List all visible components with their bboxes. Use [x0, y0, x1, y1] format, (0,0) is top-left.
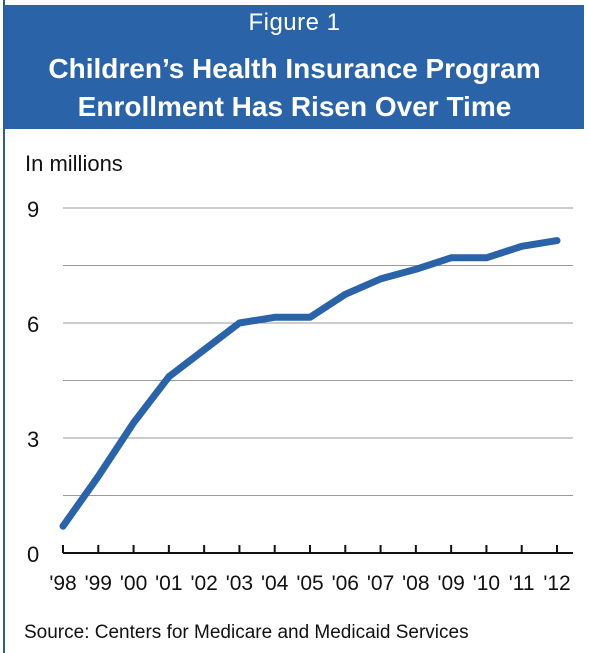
x-tick-label: '11: [509, 572, 535, 595]
left-border: [3, 0, 5, 653]
x-tick-label: '09: [437, 572, 464, 595]
x-tick-label: '01: [155, 572, 182, 595]
y-tick-label: 6: [27, 312, 39, 337]
figure-label: Figure 1: [248, 9, 341, 36]
source-note: Source: Centers for Medicare and Medicai…: [24, 622, 469, 643]
grid-lines: [63, 207, 573, 496]
x-tick-label: '10: [473, 572, 500, 595]
x-tick-label: '02: [190, 572, 217, 595]
series-line: [59, 237, 561, 530]
x-tick-label: '05: [296, 572, 323, 595]
chart-title-line-2: Enrollment Has Risen Over Time: [77, 91, 512, 122]
x-tick-label: '98: [49, 572, 76, 595]
x-axis-labels: '98 '99 '00 '01 '02 '03 '04 '05 '06 '07 '08 '09 '10 '…: [49, 572, 570, 595]
figure-header: Figure 1 Children’s Health Insurance Pro…: [5, 5, 584, 129]
chart-title-line-1: Children’s Health Insurance Program: [48, 53, 541, 84]
x-tick-label: '08: [402, 572, 429, 595]
series-layer: [59, 237, 561, 530]
x-tick-label: '04: [261, 572, 289, 595]
x-tick-label: '06: [332, 572, 359, 595]
x-axis: [62, 545, 573, 554]
y-tick-label: 0: [27, 542, 39, 567]
x-tick-label: '12: [543, 572, 570, 595]
y-tick-label: 3: [27, 427, 39, 452]
unit-label: In millions: [25, 151, 123, 176]
x-tick-label: '03: [226, 572, 253, 595]
x-tick-label: '07: [367, 572, 394, 595]
chart-title: Children’s Health Insurance Program Enro…: [5, 50, 584, 126]
x-tick-label: '99: [85, 572, 112, 595]
x-tick-label: '00: [120, 572, 147, 595]
y-axis-labels: 0 3 6 9: [27, 197, 39, 567]
y-tick-label: 9: [27, 197, 39, 222]
